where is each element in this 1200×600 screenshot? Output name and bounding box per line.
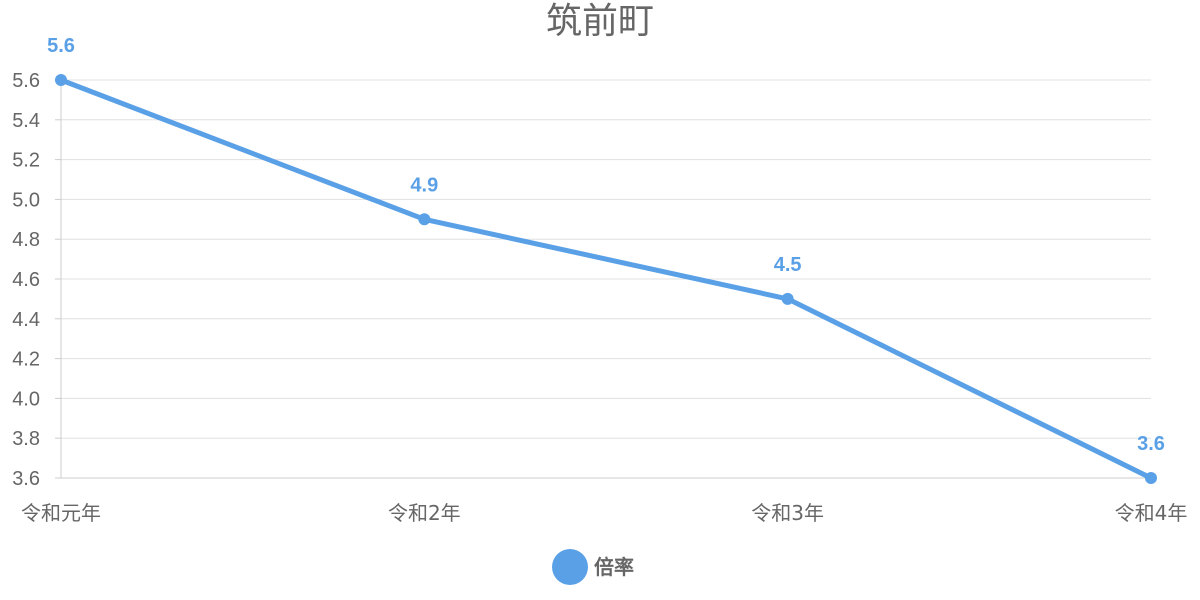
legend-label: 倍率	[594, 555, 634, 579]
data-point	[781, 292, 794, 305]
x-tick-label: 令和2年	[388, 501, 461, 525]
x-tick-label: 令和元年	[21, 501, 101, 525]
y-tick-label: 5.0	[12, 189, 40, 211]
legend-swatch-icon	[552, 549, 588, 585]
data-label: 4.9	[410, 174, 438, 196]
y-axis-ticks: 3.6 3.8 4.0 4.2 4.4 4.6 4.8 5.0 5.2 5.4 5.6	[12, 70, 40, 490]
y-tick-label: 5.2	[12, 150, 40, 172]
legend[interactable]: 倍率	[552, 549, 634, 585]
y-tick-label: 4.4	[12, 309, 40, 331]
data-point	[55, 74, 67, 86]
y-tick-label: 3.6	[12, 468, 40, 490]
y-tick-label: 5.4	[12, 110, 40, 132]
data-label: 3.6	[1137, 433, 1165, 455]
x-axis-ticks: 令和元年 令和2年 令和3年 令和4年	[21, 501, 1187, 525]
x-tick-label: 令和4年	[1115, 501, 1188, 525]
y-tick-label: 4.8	[12, 229, 40, 251]
data-point	[1145, 472, 1157, 484]
y-tick-label: 4.2	[12, 349, 40, 371]
y-tick-label: 5.6	[12, 70, 40, 92]
gridlines	[61, 79, 1151, 479]
chart-title: 筑前町	[546, 1, 654, 42]
series-line	[58, 77, 1154, 481]
data-labels: 5.6 4.9 4.5 3.6	[47, 35, 1165, 455]
data-points	[55, 74, 1157, 484]
data-point	[418, 213, 431, 226]
series-lines	[58, 77, 1154, 481]
y-tick-label: 4.6	[12, 269, 40, 291]
axes	[55, 79, 1151, 479]
x-tick-label: 令和3年	[751, 501, 824, 525]
y-tick-label: 4.0	[12, 388, 40, 410]
data-label: 5.6	[47, 35, 75, 57]
y-tick-label: 3.8	[12, 428, 40, 450]
data-label: 4.5	[774, 254, 802, 276]
